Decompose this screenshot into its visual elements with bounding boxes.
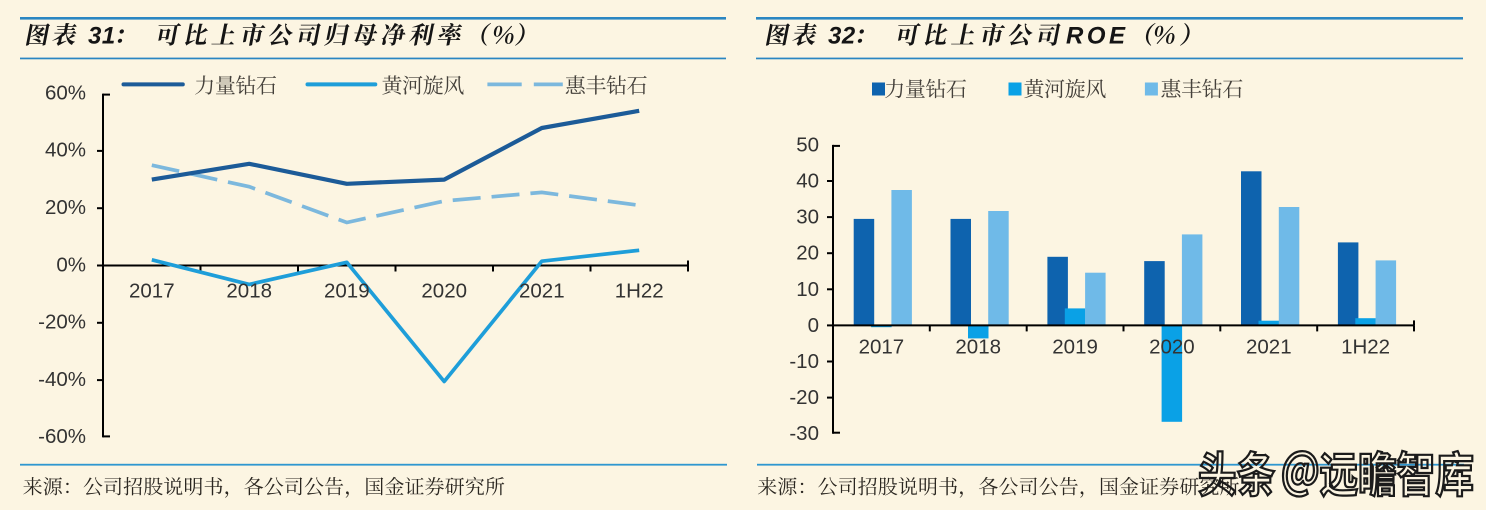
svg-text:40: 40 bbox=[796, 170, 819, 193]
svg-text:0: 0 bbox=[808, 314, 819, 337]
svg-text:20: 20 bbox=[796, 242, 819, 265]
svg-text:-20%: -20% bbox=[38, 311, 86, 334]
svg-text:2021: 2021 bbox=[519, 280, 565, 303]
svg-text:30: 30 bbox=[796, 206, 819, 229]
svg-text:10: 10 bbox=[796, 278, 819, 301]
svg-text:20%: 20% bbox=[45, 196, 86, 219]
svg-text:2017: 2017 bbox=[129, 280, 175, 303]
svg-text:-20: -20 bbox=[789, 386, 819, 409]
svg-text:-30: -30 bbox=[789, 422, 819, 445]
svg-text:2020: 2020 bbox=[421, 280, 467, 303]
svg-text:60%: 60% bbox=[45, 81, 86, 104]
svg-text:50: 50 bbox=[796, 133, 819, 156]
svg-text:1H22: 1H22 bbox=[615, 280, 664, 303]
svg-text:2017: 2017 bbox=[859, 336, 905, 359]
svg-text:2019: 2019 bbox=[324, 280, 370, 303]
svg-text:-40%: -40% bbox=[38, 368, 86, 391]
svg-text:2019: 2019 bbox=[1052, 336, 1098, 359]
svg-text:2018: 2018 bbox=[955, 336, 1001, 359]
svg-text:-10: -10 bbox=[789, 350, 819, 373]
svg-text:2018: 2018 bbox=[226, 280, 272, 303]
svg-text:40%: 40% bbox=[45, 139, 86, 162]
svg-text:2020: 2020 bbox=[1149, 336, 1195, 359]
svg-text:-60%: -60% bbox=[38, 425, 86, 448]
svg-text:2021: 2021 bbox=[1246, 336, 1292, 359]
svg-text:1H22: 1H22 bbox=[1341, 336, 1390, 359]
svg-text:0%: 0% bbox=[56, 253, 86, 276]
